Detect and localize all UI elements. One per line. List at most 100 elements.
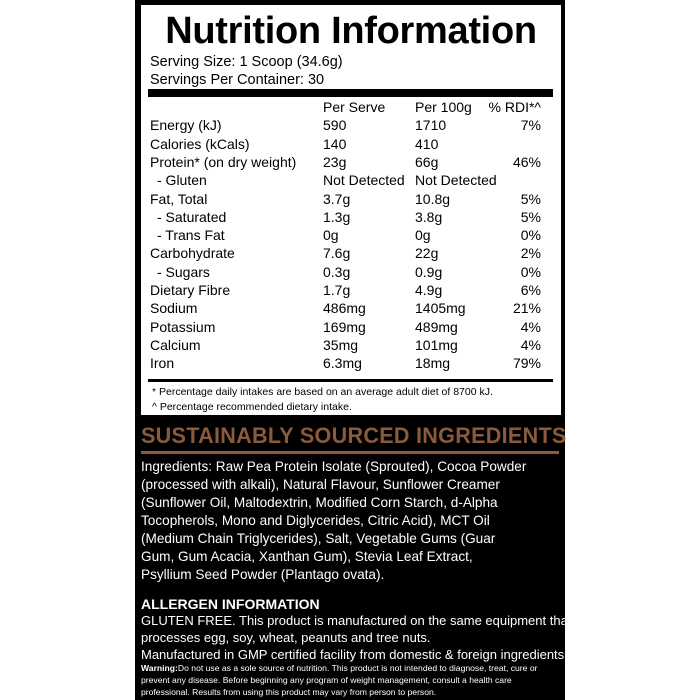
allergen-line: Manufactured in GMP certified facility f…: [141, 647, 568, 662]
per-100g-value: 3.8g: [415, 208, 443, 225]
per-100g-value: 410: [415, 135, 439, 152]
rdi-value: 46%: [512, 153, 541, 170]
per-100g-value: 10.8g: [415, 190, 451, 207]
ingredients-text: Ingredients: Raw Pea Protein Isolate (Sp…: [141, 458, 561, 584]
serving-size: Serving Size: 1 Scoop (34.6g): [150, 54, 343, 70]
label-panel: Nutrition Information Serving Size: 1 Sc…: [135, 0, 571, 700]
footnote: * Percentage daily intakes are based on …: [152, 386, 493, 398]
ingredients-line: Ingredients: Raw Pea Protein Isolate (Sp…: [141, 459, 527, 474]
rdi-value: 4%: [520, 318, 541, 335]
table-row: - Trans Fat 0g 0g 0%: [141, 226, 561, 244]
warning-line: prevent any disease. Before beginning an…: [141, 675, 512, 685]
nutrient-name: Carbohydrate: [150, 245, 235, 262]
rdi-value: % RDI*^: [488, 99, 541, 115]
nutrient-name: Calories (kCals): [150, 135, 250, 152]
rdi-value: 21%: [512, 300, 541, 317]
allergen-text: GLUTEN FREE. This product is manufacture…: [141, 612, 571, 663]
nutrient-name: Protein* (on dry weight): [150, 153, 297, 170]
per-serve-value: 486mg: [323, 300, 366, 317]
rdi-value: 2%: [520, 245, 541, 262]
nutrient-name: Calcium: [150, 336, 201, 353]
warning-text: Warning:Do not use as a sole source of n…: [141, 662, 537, 698]
table-row: Calcium 35mg 101mg 4%: [141, 336, 561, 354]
table-row: Protein* (on dry weight) 23g 66g 46%: [141, 153, 561, 171]
nutrient-name: - Trans Fat: [157, 227, 225, 244]
per-serve-value: 140: [323, 135, 347, 152]
table-row: Energy (kJ) 590 1710 7%: [141, 116, 561, 134]
ingredients-line: Gum, Gum Acacia, Xanthan Gum), Stevia Le…: [141, 549, 473, 564]
rdi-value: 0%: [520, 263, 541, 280]
per-serve-value: 0.3g: [323, 263, 351, 280]
per-100g-value: 4.9g: [415, 282, 443, 298]
warning-line: Do not use as a sole source of nutrition…: [177, 663, 538, 673]
divider-thick: [148, 89, 553, 97]
per-100g-value: 66g: [415, 153, 439, 170]
nutrient-name: Sodium: [150, 300, 198, 317]
per-serve-value: 1.7g: [323, 282, 351, 298]
per-serve-value: 590: [323, 117, 347, 134]
per-serve-value: 1.3g: [323, 208, 351, 225]
rdi-value: 0%: [520, 227, 541, 244]
allergen-line: GLUTEN FREE. This product is manufacture…: [141, 613, 572, 628]
per-100g-value: 22g: [415, 245, 439, 262]
rdi-value: 5%: [520, 208, 541, 225]
per-100g-value: Per 100g: [415, 99, 472, 115]
warning-label: Warning:: [141, 663, 178, 673]
ingredients-line: Tocopherols, Mono and Diglycerides, Citr…: [141, 513, 490, 528]
per-100g-value: 101mg: [415, 336, 458, 353]
table-row: Calories (kCals) 140 410: [141, 135, 561, 153]
table-row: Carbohydrate 7.6g 22g 2%: [141, 244, 561, 262]
rdi-value: 5%: [520, 190, 541, 207]
table-row: Fat, Total 3.7g 10.8g 5%: [141, 190, 561, 208]
nutrient-name: Fat, Total: [150, 190, 208, 207]
per-100g-value: 18mg: [415, 355, 451, 372]
per-100g-value: 0g: [415, 227, 431, 244]
per-serve-value: 6.3mg: [323, 355, 362, 372]
warning-line: professional. Results from using this pr…: [141, 687, 437, 697]
per-serve-value: Per Serve: [323, 99, 386, 115]
table-row: Iron 6.3mg 18mg 79%: [141, 354, 561, 372]
per-serve-value: 169mg: [323, 318, 366, 335]
allergen-heading: ALLERGEN INFORMATION: [141, 596, 320, 612]
nutrient-name: - Gluten: [157, 172, 207, 189]
rdi-value: 7%: [520, 117, 541, 134]
rdi-value: 79%: [512, 355, 541, 372]
nutrient-name: - Sugars: [157, 263, 210, 280]
nutrient-name: - Saturated: [157, 208, 227, 225]
nutrient-name: Energy (kJ): [150, 117, 222, 134]
per-100g-value: 489mg: [415, 318, 458, 335]
per-serve-value: 35mg: [323, 336, 359, 353]
table-row: - Sugars 0.3g 0.9g 0%: [141, 263, 561, 281]
per-100g-value: Not Detected: [415, 172, 497, 189]
per-serve-value: 7.6g: [323, 245, 351, 262]
nutrition-panel: Nutrition Information Serving Size: 1 Sc…: [141, 5, 561, 415]
per-serve-value: Not Detected: [323, 172, 405, 189]
per-serve-value: 0g: [323, 227, 339, 244]
per-100g-value: 1405mg: [415, 300, 466, 317]
heading-underline: [141, 451, 559, 454]
ingredients-heading: SUSTAINABLY SOURCED INGREDIENTS: [141, 423, 567, 448]
allergen-line: processes egg, soy, wheat, peanuts and t…: [141, 630, 431, 645]
nutrition-title: Nutrition Information: [165, 10, 537, 52]
ingredients-line: (Medium Chain Triglycerides), Salt, Vege…: [141, 531, 496, 546]
nutrient-name: Potassium: [150, 318, 216, 335]
divider: [148, 379, 553, 382]
nutrient-name: Dietary Fibre: [150, 282, 231, 298]
per-serve-value: 3.7g: [323, 190, 351, 207]
per-100g-value: 0.9g: [415, 263, 443, 280]
rdi-value: 4%: [520, 336, 541, 353]
table-row: Dietary Fibre 1.7g 4.9g 6%: [141, 281, 561, 299]
table-row: Potassium 169mg 489mg 4%: [141, 318, 561, 336]
table-row: - Saturated 1.3g 3.8g 5%: [141, 208, 561, 226]
servings-per-container: Servings Per Container: 30: [150, 72, 325, 88]
ingredients-line: (Sunflower Oil, Maltodextrin, Modified C…: [141, 495, 498, 510]
per-100g-value: 1710: [415, 117, 447, 134]
nutrient-name: Iron: [150, 355, 175, 372]
ingredients-line: (processed with alkali), Natural Flavour…: [141, 477, 500, 492]
rdi-value: 6%: [520, 282, 541, 298]
ingredients-line: Psyllium Seed Powder (Plantago ovata).: [141, 567, 385, 582]
table-header: Per Serve Per 100g % RDI*^: [141, 98, 561, 116]
per-serve-value: 23g: [323, 153, 347, 170]
table-row: - Gluten Not Detected Not Detected: [141, 171, 561, 189]
table-row: Sodium 486mg 1405mg 21%: [141, 299, 561, 317]
